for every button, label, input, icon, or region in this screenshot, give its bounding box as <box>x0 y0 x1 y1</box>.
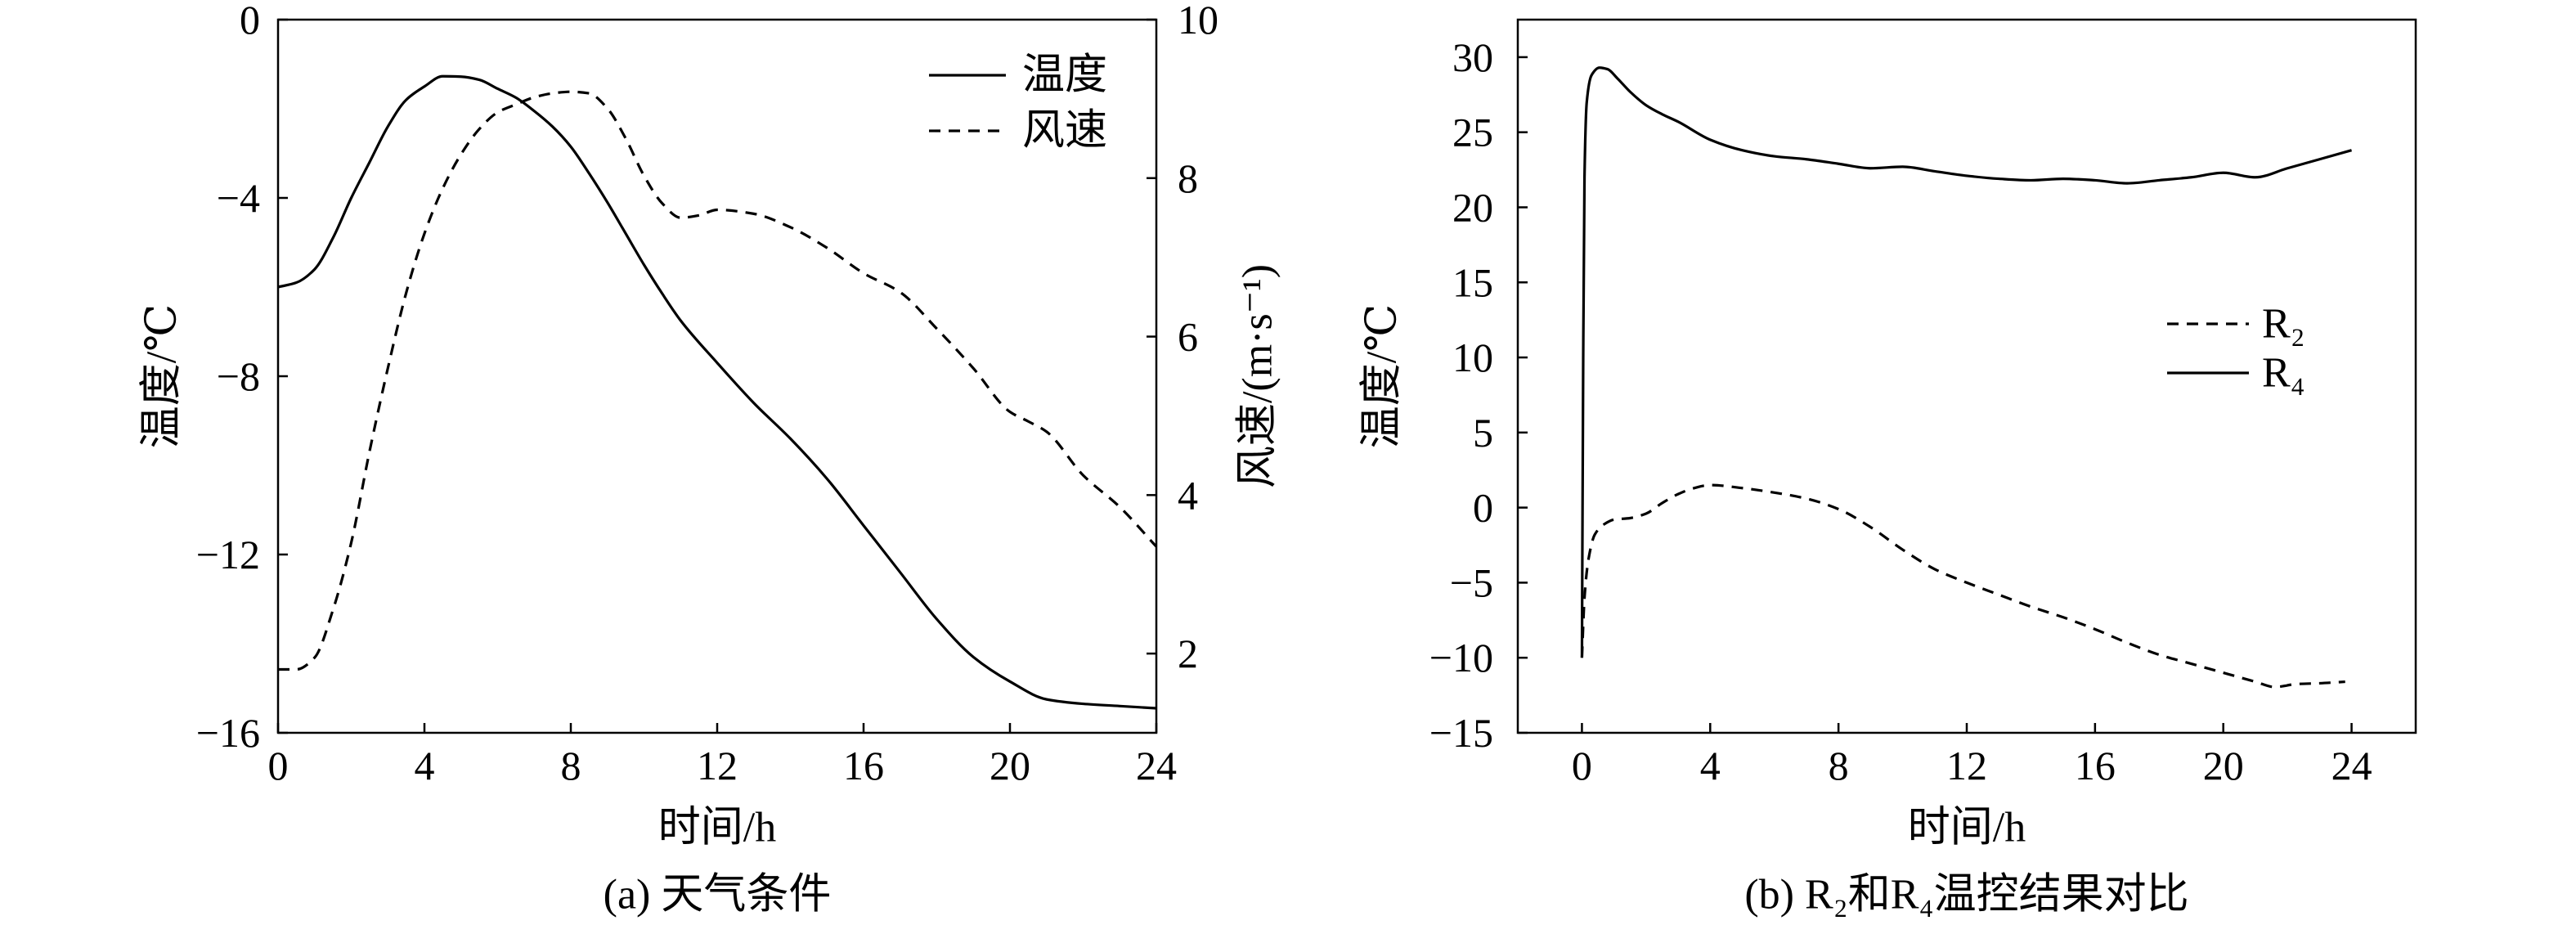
x-tick-label: 8 <box>1829 743 1849 788</box>
temperature-series-line <box>277 74 1157 710</box>
x-axis-label: 时间/h <box>658 805 776 851</box>
legend-item: R₄ <box>2167 350 2305 397</box>
wind-speed-series-line <box>278 90 1158 671</box>
legend-label: R₂ <box>2262 301 2305 348</box>
y-tick-label: −8 <box>217 353 260 399</box>
series-layer <box>277 74 1158 710</box>
axis-ticks: 0 4 8 12 16 20 24 30 25 20 15 10 5 0 −5 −10 −15 <box>1429 34 2372 788</box>
y2-tick-label: 4 <box>1178 472 1198 518</box>
y-tick-label: −4 <box>217 175 260 221</box>
y2-tick-label: 8 <box>1178 155 1198 201</box>
y-tick-label: 5 <box>1473 410 1493 456</box>
legend-item: R₂ <box>2167 301 2305 348</box>
legend-item: 风速 <box>929 108 1107 155</box>
y-tick-label: 0 <box>1473 485 1493 531</box>
x-tick-label: 16 <box>2075 743 2116 788</box>
legend-label: 风速 <box>1022 108 1107 155</box>
y-axis-label: 温度/℃ <box>139 304 186 449</box>
y-tick-label: −15 <box>1429 710 1493 756</box>
chart-caption: (a) 天气条件 <box>604 872 832 918</box>
x-tick-label: 24 <box>2331 743 2372 788</box>
legend-label: 温度 <box>1022 52 1107 99</box>
y-tick-label: −16 <box>196 710 260 756</box>
x-tick-label: 16 <box>843 743 884 788</box>
x-tick-label: 0 <box>1572 743 1592 788</box>
y2-tick-label: 6 <box>1178 314 1198 360</box>
x-tick-label: 4 <box>415 743 435 788</box>
y-axis-label: 温度/℃ <box>1359 304 1406 449</box>
legend-item: 温度 <box>929 52 1107 99</box>
x-tick-label: 24 <box>1136 743 1177 788</box>
r2-series-line <box>1580 483 2345 689</box>
y-tick-label: 25 <box>1452 110 1493 155</box>
x-tick-label: 0 <box>268 743 289 788</box>
y-tick-label: −5 <box>1450 559 1493 605</box>
y-tick-label: 10 <box>1452 335 1493 380</box>
y-tick-label: 30 <box>1452 34 1493 80</box>
x-tick-label: 12 <box>697 743 738 788</box>
legend-label: R₄ <box>2262 350 2305 397</box>
y-tick-label: 0 <box>240 0 260 43</box>
x-tick-label: 8 <box>561 743 581 788</box>
x-axis-label: 时间/h <box>1908 805 2026 851</box>
y-tick-label: 20 <box>1452 184 1493 230</box>
axis-ticks: 0 4 8 12 16 20 24 0 −4 −8 −12 −16 10 8 6 4 2 <box>196 0 1218 788</box>
y2-axis-label: 风速/(m·s⁻¹) <box>1235 264 1281 488</box>
chart-caption: (b) R₂和R₄温控结果对比 <box>1744 872 2188 918</box>
y2-tick-label: 10 <box>1178 0 1218 43</box>
y2-tick-label: 2 <box>1178 631 1198 676</box>
x-tick-label: 20 <box>2203 743 2244 788</box>
x-tick-label: 4 <box>1700 743 1721 788</box>
y-tick-label: −10 <box>1429 635 1493 680</box>
series-layer <box>1580 66 2353 689</box>
x-tick-label: 12 <box>1946 743 1987 788</box>
y-tick-label: 15 <box>1452 259 1493 305</box>
r4-series-line <box>1580 66 2353 658</box>
y-tick-label: −12 <box>196 532 260 577</box>
x-tick-label: 20 <box>990 743 1030 788</box>
